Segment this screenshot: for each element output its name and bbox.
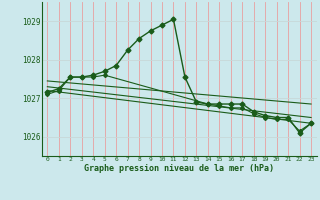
X-axis label: Graphe pression niveau de la mer (hPa): Graphe pression niveau de la mer (hPa): [84, 164, 274, 173]
